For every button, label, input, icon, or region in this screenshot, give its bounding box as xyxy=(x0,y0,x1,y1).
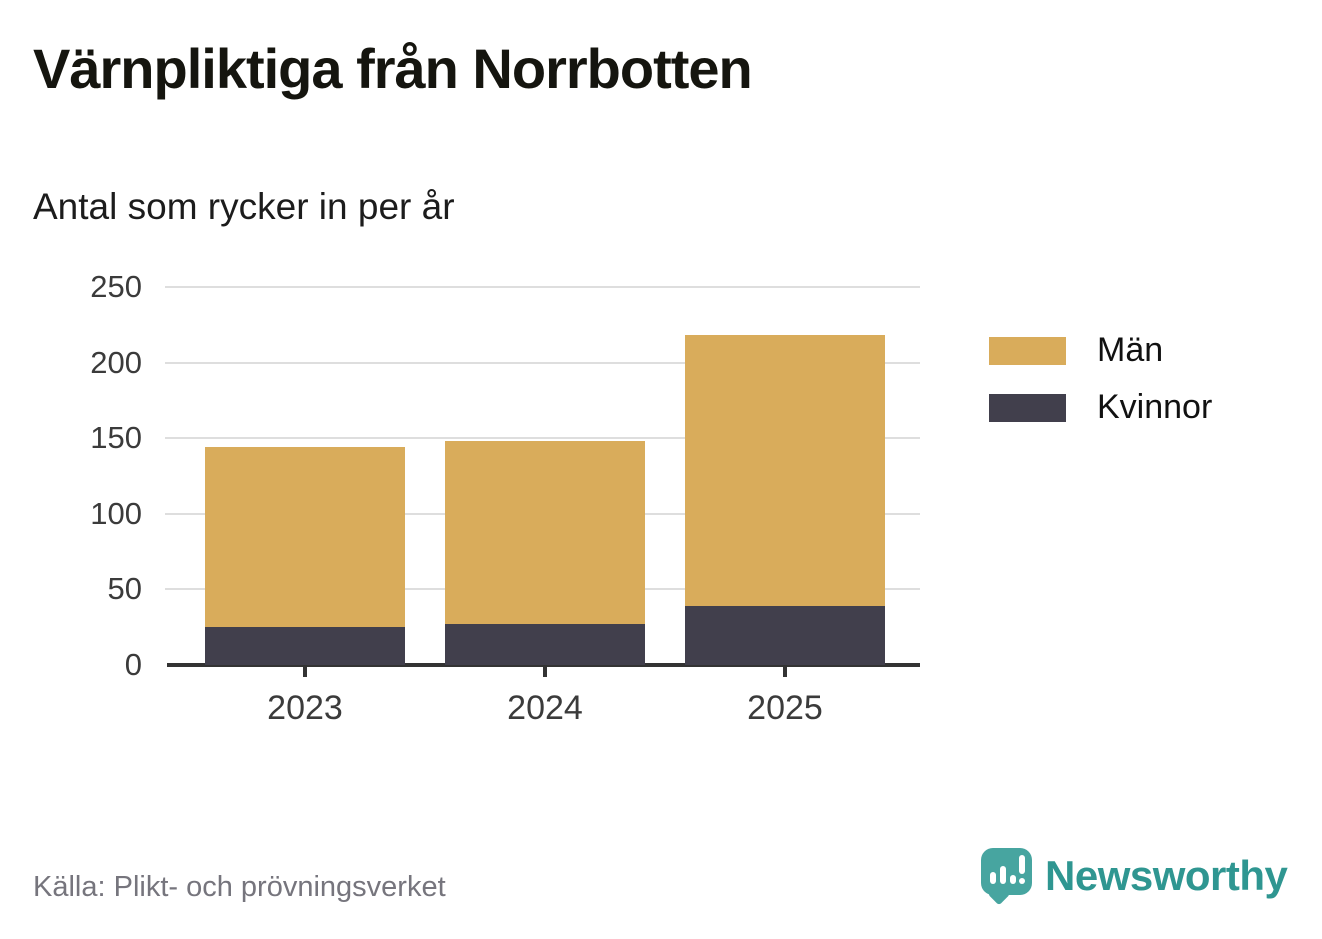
legend-item-kvinnor: Kvinnor xyxy=(989,388,1212,427)
logo-bar-chart-icon xyxy=(1010,875,1016,884)
gridline-y-250 xyxy=(165,286,920,288)
x-axis-tick-2025 xyxy=(783,667,787,677)
chart-subtitle: Antal som rycker in per år xyxy=(33,186,455,227)
gridline-y-150 xyxy=(165,437,920,440)
x-axis-line xyxy=(167,663,920,667)
logo-exclamation-icon xyxy=(1019,855,1025,874)
x-axis-tick-2024 xyxy=(543,667,547,677)
brand-name: Newsworthy xyxy=(1045,852,1288,899)
x-tick-label-2024: 2024 xyxy=(507,689,583,727)
source-note: Källa: Plikt- och prövningsverket xyxy=(33,871,446,903)
x-axis-labels: 2023 2024 2025 xyxy=(165,689,920,734)
y-tick-label-200: 200 xyxy=(90,344,142,380)
legend-label-kvinnor: Kvinnor xyxy=(1097,388,1213,426)
bar-segment-kvinnor-2024 xyxy=(445,624,645,665)
x-axis-tick-2023 xyxy=(303,667,307,677)
legend-swatch-kvinnor xyxy=(989,393,1066,422)
bar-segment-män-2025 xyxy=(685,335,885,607)
bar-segment-män-2024 xyxy=(445,441,645,625)
chart-title: Värnpliktiga från Norrbotten xyxy=(33,37,753,100)
y-axis-labels: 0 50 100 150 200 250 xyxy=(40,269,142,682)
logo-exclamation-dot xyxy=(1019,878,1025,884)
bar-segment-män-2023 xyxy=(205,447,405,628)
plot-area xyxy=(165,286,920,677)
y-tick-label-50: 50 xyxy=(107,571,142,607)
legend-label-män: Män xyxy=(1097,331,1164,369)
legend-item-män: Män xyxy=(989,331,1163,370)
y-tick-label-100: 100 xyxy=(90,495,142,531)
brand-footer: Newsworthy xyxy=(981,845,1288,907)
legend: Män Kvinnor xyxy=(989,331,1309,451)
logo-bar-chart-icon xyxy=(990,872,996,884)
y-tick-label-250: 250 xyxy=(90,269,142,304)
gridline-y-200 xyxy=(165,361,920,364)
y-tick-label-0: 0 xyxy=(124,647,142,682)
x-tick-label-2025: 2025 xyxy=(747,689,823,727)
legend-swatch-män xyxy=(989,336,1066,365)
x-tick-label-2023: 2023 xyxy=(267,689,343,727)
logo-bar-chart-icon xyxy=(1000,866,1006,884)
y-tick-label-150: 150 xyxy=(90,420,142,456)
newsworthy-logo-icon xyxy=(981,848,1032,906)
bar-segment-kvinnor-2025 xyxy=(685,606,885,665)
bar-segment-kvinnor-2023 xyxy=(205,627,405,665)
